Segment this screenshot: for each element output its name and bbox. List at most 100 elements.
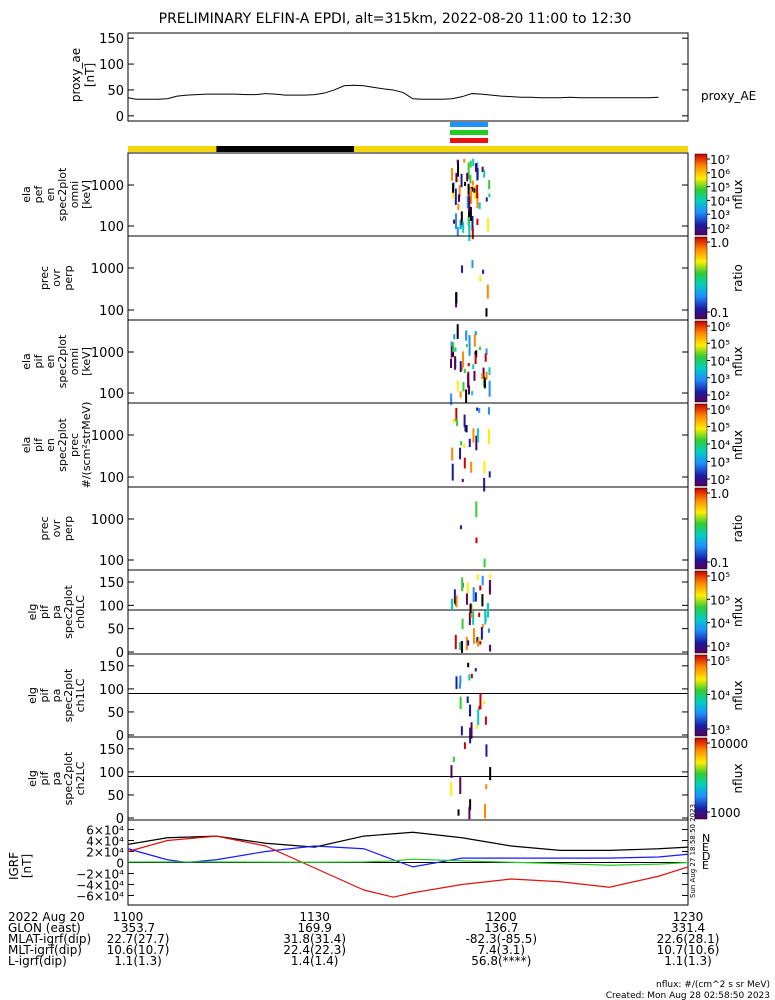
ela-pif-en-omni-data-cell [452, 342, 455, 353]
elapef-en-omni-data-cell [456, 159, 459, 164]
ch2LC-data-cell [450, 782, 453, 796]
ela-pif-en-prec-data-cell [461, 478, 464, 483]
igrf-legend-N: N [702, 832, 710, 845]
elapef-en-omni-ytick-label: 100 [99, 220, 124, 235]
elapef-en-omni-data-cell [468, 218, 471, 231]
igrf-ytick-label: 0 [116, 857, 124, 871]
ela-pif-en-prec-ylabel: elapifenspec2plotprec#/(scm²strMeV) [20, 402, 93, 489]
ch0LC-data-cell [461, 577, 464, 592]
ela-pif-en-omni-colorbar-label: nflux [731, 347, 745, 377]
ela-pif-en-omni-data-cell [462, 351, 465, 368]
ch2LC-colorbar [694, 737, 708, 820]
elapef-en-omni-data-cell [473, 188, 476, 193]
ch0LC-ylabel-line: pif [38, 604, 51, 619]
ch0LC-data-cell [465, 636, 468, 651]
ch2LC-data-cell [485, 784, 488, 790]
ela-pif-en-prec-colorbar-tick-label: 10² [710, 473, 730, 487]
ch0LC-ylabel-line: elg [26, 604, 39, 621]
elapef-en-omni-data-cell [476, 162, 479, 173]
ela-pif-en-omni-data-cell [468, 335, 471, 345]
ela-pif-en-prec-data-cell [483, 460, 486, 474]
proxy-ae-series-line [127, 84, 659, 100]
ela-pif-en-prec-data-cell [488, 471, 491, 478]
prec-ovr-perp-2-data-cell [483, 558, 486, 568]
ch1LC-data-cell [470, 673, 473, 679]
proxy-ae-ytick-label: 0 [116, 110, 124, 125]
ela-pif-en-prec-data-cell [459, 447, 462, 460]
elapef-en-omni-data-cell [478, 202, 481, 210]
ela-pif-en-prec-data-cell [451, 447, 454, 461]
prec-ovr-perp-2-ylabel-line: prec [38, 516, 51, 540]
elapef-en-omni-ytick-label: 1000 [91, 179, 124, 194]
footer-row-label: MLT-igrf(dip) [8, 943, 82, 957]
ch1LC-data-cell [470, 722, 473, 739]
igrf-legend-D: D [702, 850, 710, 863]
ch0LC-ylabel: elgpifpaspec2plotch0LC [26, 585, 87, 639]
elapef-en-omni-ylabel-line: [keV] [80, 180, 93, 209]
igrf-legend-E: E [702, 841, 709, 854]
ela-pif-en-omni-data-cell [488, 380, 491, 397]
ela-pif-en-omni-data-cell [465, 344, 468, 348]
ela-pif-en-omni-ylabel-line: en [44, 355, 57, 369]
elapef-en-omni-data-cell [468, 225, 471, 242]
footer-created-note: Created: Mon Aug 28 02:58:50 2023 [606, 991, 770, 1000]
ela-pif-en-omni-data-cell [484, 353, 487, 362]
ch2LC-data-cell [459, 777, 462, 794]
ch2LC-colorbar-label: nflux [731, 764, 745, 794]
elapef-en-omni-data-cell [483, 169, 486, 178]
ela-pif-en-omni-ylabel: elapifenspec2plotomni[keV] [20, 334, 93, 388]
ch0LC-data-cell [478, 612, 481, 617]
ela-pif-en-omni-data-cell [454, 347, 457, 352]
ela-pif-en-omni-data-cell [473, 334, 476, 347]
ela-pif-en-omni-ylabel-line: pif [32, 353, 45, 368]
elapef-en-omni-data-cell [467, 183, 470, 195]
ela-pif-en-omni-data-cell [481, 373, 484, 380]
ch0LC-data-cell [454, 634, 457, 650]
ch0LC-colorbar-tick-label: 10³ [710, 640, 730, 654]
elapef-en-omni-ylabel: elapefenspec2plotomni[keV] [20, 167, 93, 221]
ela-pif-en-prec-colorbar-label: nflux [731, 430, 745, 460]
igrf-ytick-label: −6×10⁴ [76, 890, 124, 904]
ela-pif-en-prec-data-cell [452, 418, 455, 423]
elapef-en-omni-colorbar-tick-label: 10⁴ [710, 194, 730, 208]
ch0LC-colorbar-tick-label: 10⁵ [710, 593, 730, 607]
elapef-en-omni-data-cell [460, 173, 463, 188]
ela-pif-en-prec-data-cell [487, 428, 490, 445]
elapef-en-omni-colorbar-tick-label: 10³ [710, 208, 730, 222]
prec-ovr-perp-1-colorbar-label: ratio [731, 264, 745, 292]
prec-ovr-perp-2-frame [127, 486, 689, 571]
ch2LC-data-cell [485, 744, 488, 757]
ela-pif-en-omni-ylabel-line: spec2plot [56, 334, 69, 388]
ch2LC-ylabel-line: ch2LC [74, 761, 87, 795]
ch1LC-data-cell [459, 696, 462, 710]
ela-pif-en-omni-colorbar-tick-label: 10⁵ [710, 337, 730, 351]
ela-pif-en-omni-data-cell [463, 368, 466, 374]
ela-pif-en-omni-ylabel-line: omni [68, 348, 81, 375]
elapef-en-omni-data-cell [457, 160, 460, 177]
ela-pif-en-prec-data-cell [483, 477, 486, 492]
ch1LC-data-cell [459, 675, 462, 684]
ch1LC-data-cell [467, 662, 470, 668]
ch1LC-data-cell [455, 676, 458, 690]
ch1LC-data-cell [475, 724, 478, 729]
ela-pif-en-omni-data-cell [485, 348, 488, 355]
igrf-ytick-label: −4×10⁴ [76, 879, 124, 893]
ela-pif-en-omni-data-cell [475, 350, 478, 358]
elapef-en-omni-colorbar-label: nflux [731, 180, 745, 210]
ela-pif-en-omni-data-cell [485, 371, 488, 380]
ch2LC-data-cell [469, 799, 472, 811]
ch0LC-data-cell [468, 612, 471, 626]
prec-ovr-perp-1-ylabel-line: ovr [50, 269, 63, 287]
ela-pif-en-prec-data-cell [470, 461, 473, 473]
ch0LC-data-cell [484, 610, 487, 625]
ela-pif-en-prec-colorbar-tick-label: 10⁶ [710, 403, 730, 417]
footer-side-stamp: Sun Aug 27 18:58:50 2023 [689, 804, 697, 898]
ch1LC-colorbar-tick-label: 10⁴ [710, 689, 730, 703]
elapef-en-omni-data-cell [456, 226, 459, 237]
ela-pif-en-prec-data-cell [455, 419, 458, 426]
ch1LC-data-cell [468, 674, 471, 681]
elapef-en-omni-data-cell [468, 209, 471, 218]
prec-ovr-perp-1-ytick-label: 100 [99, 304, 124, 319]
footer: 2022 Aug 20 1100 1130 1200 1230 GLON (east) 35… [8, 804, 770, 1000]
elapef-en-omni-data-cell [467, 192, 470, 198]
